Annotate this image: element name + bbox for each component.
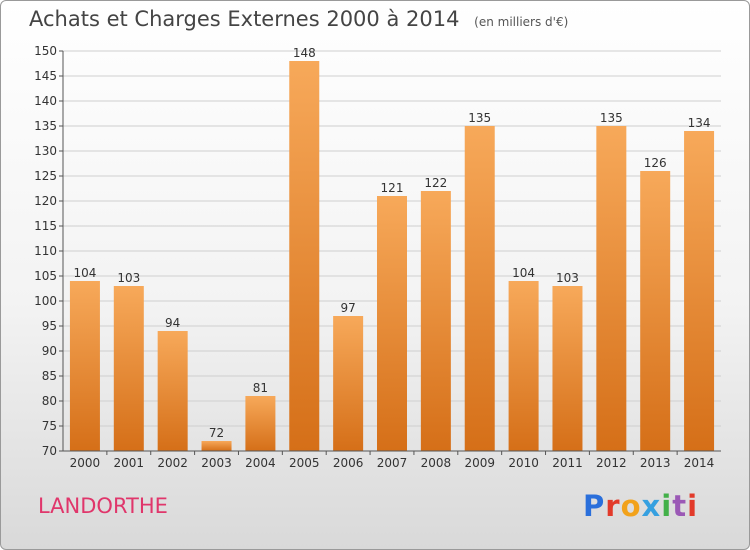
x-tick-label: 2001	[114, 456, 145, 470]
x-tick-label: 2011	[552, 456, 583, 470]
bar	[201, 441, 232, 451]
x-tick-label: 2007	[377, 456, 408, 470]
y-tick-label: 140	[34, 94, 57, 108]
data-label: 126	[644, 156, 667, 170]
chart-title: Achats et Charges Externes 2000 à 2014 (…	[29, 7, 568, 31]
data-label: 104	[512, 266, 535, 280]
y-tick-label: 85	[42, 369, 57, 383]
x-tick-label: 2002	[157, 456, 188, 470]
y-tick-label: 115	[34, 219, 57, 233]
commune-name: LANDORTHE	[38, 494, 168, 518]
data-label: 72	[209, 426, 224, 440]
data-label: 135	[468, 111, 491, 125]
data-label: 81	[253, 381, 268, 395]
x-tick-label: 2005	[289, 456, 320, 470]
logo-letter: o	[620, 489, 642, 523]
x-tick-label: 2010	[508, 456, 539, 470]
bar	[464, 126, 495, 451]
bar	[333, 316, 364, 451]
axes	[59, 50, 721, 455]
labels: 70 75 80 85 90 95 100 105 110 115 120 125 130 135 140 1…	[34, 44, 714, 470]
y-tick-label: 90	[42, 344, 57, 358]
logo-letter: x	[641, 489, 662, 523]
bar	[552, 286, 583, 451]
data-label: 121	[381, 181, 404, 195]
x-tick-label: 2009	[464, 456, 495, 470]
y-tick-label: 135	[34, 119, 57, 133]
title-text: Achats et Charges Externes 2000 à 2014	[29, 7, 460, 31]
y-tick-label: 150	[34, 44, 57, 58]
bar	[640, 171, 671, 451]
x-tick-label: 2000	[70, 456, 101, 470]
x-tick-label: 2004	[245, 456, 276, 470]
y-tick-label: 70	[42, 444, 57, 458]
y-tick-label: 130	[34, 144, 57, 158]
logo-letter: i	[661, 489, 673, 523]
bar	[113, 286, 144, 451]
y-tick-label: 120	[34, 194, 57, 208]
y-tick-label: 95	[42, 319, 57, 333]
bar	[508, 281, 539, 451]
y-tick-label: 100	[34, 294, 57, 308]
x-tick-label: 2003	[201, 456, 232, 470]
bar	[377, 196, 407, 451]
data-label: 135	[600, 111, 623, 125]
y-tick-label: 125	[34, 169, 57, 183]
logo-letter: t	[672, 489, 688, 523]
logo-letter: P	[583, 489, 606, 523]
bar	[420, 191, 451, 451]
logo-letter: i	[687, 489, 699, 523]
y-tick-label: 105	[34, 269, 57, 283]
x-tick-label: 2008	[421, 456, 452, 470]
bar	[157, 331, 188, 451]
bar	[684, 131, 715, 451]
data-label: 122	[424, 176, 447, 190]
y-tick-label: 75	[42, 419, 57, 433]
title-unit: (en milliers d'€)	[474, 15, 569, 29]
data-label: 104	[73, 266, 96, 280]
data-label: 103	[117, 271, 140, 285]
data-label: 94	[165, 316, 180, 330]
bar	[596, 126, 627, 451]
x-tick-label: 2014	[684, 456, 715, 470]
data-label: 134	[688, 116, 711, 130]
logo-letter: r	[605, 489, 621, 523]
x-tick-label: 2006	[333, 456, 364, 470]
bars	[69, 61, 715, 451]
bar	[245, 396, 276, 451]
bar	[289, 61, 320, 451]
data-label: 103	[556, 271, 579, 285]
y-tick-label: 145	[34, 69, 57, 83]
proxiti-logo: Proxiti	[583, 489, 698, 523]
y-tick-label: 110	[34, 244, 57, 258]
x-tick-label: 2013	[640, 456, 671, 470]
data-label: 97	[340, 301, 355, 315]
data-label: 148	[293, 46, 316, 60]
x-tick-label: 2012	[596, 456, 627, 470]
y-tick-label: 80	[42, 394, 57, 408]
bar	[69, 281, 100, 451]
